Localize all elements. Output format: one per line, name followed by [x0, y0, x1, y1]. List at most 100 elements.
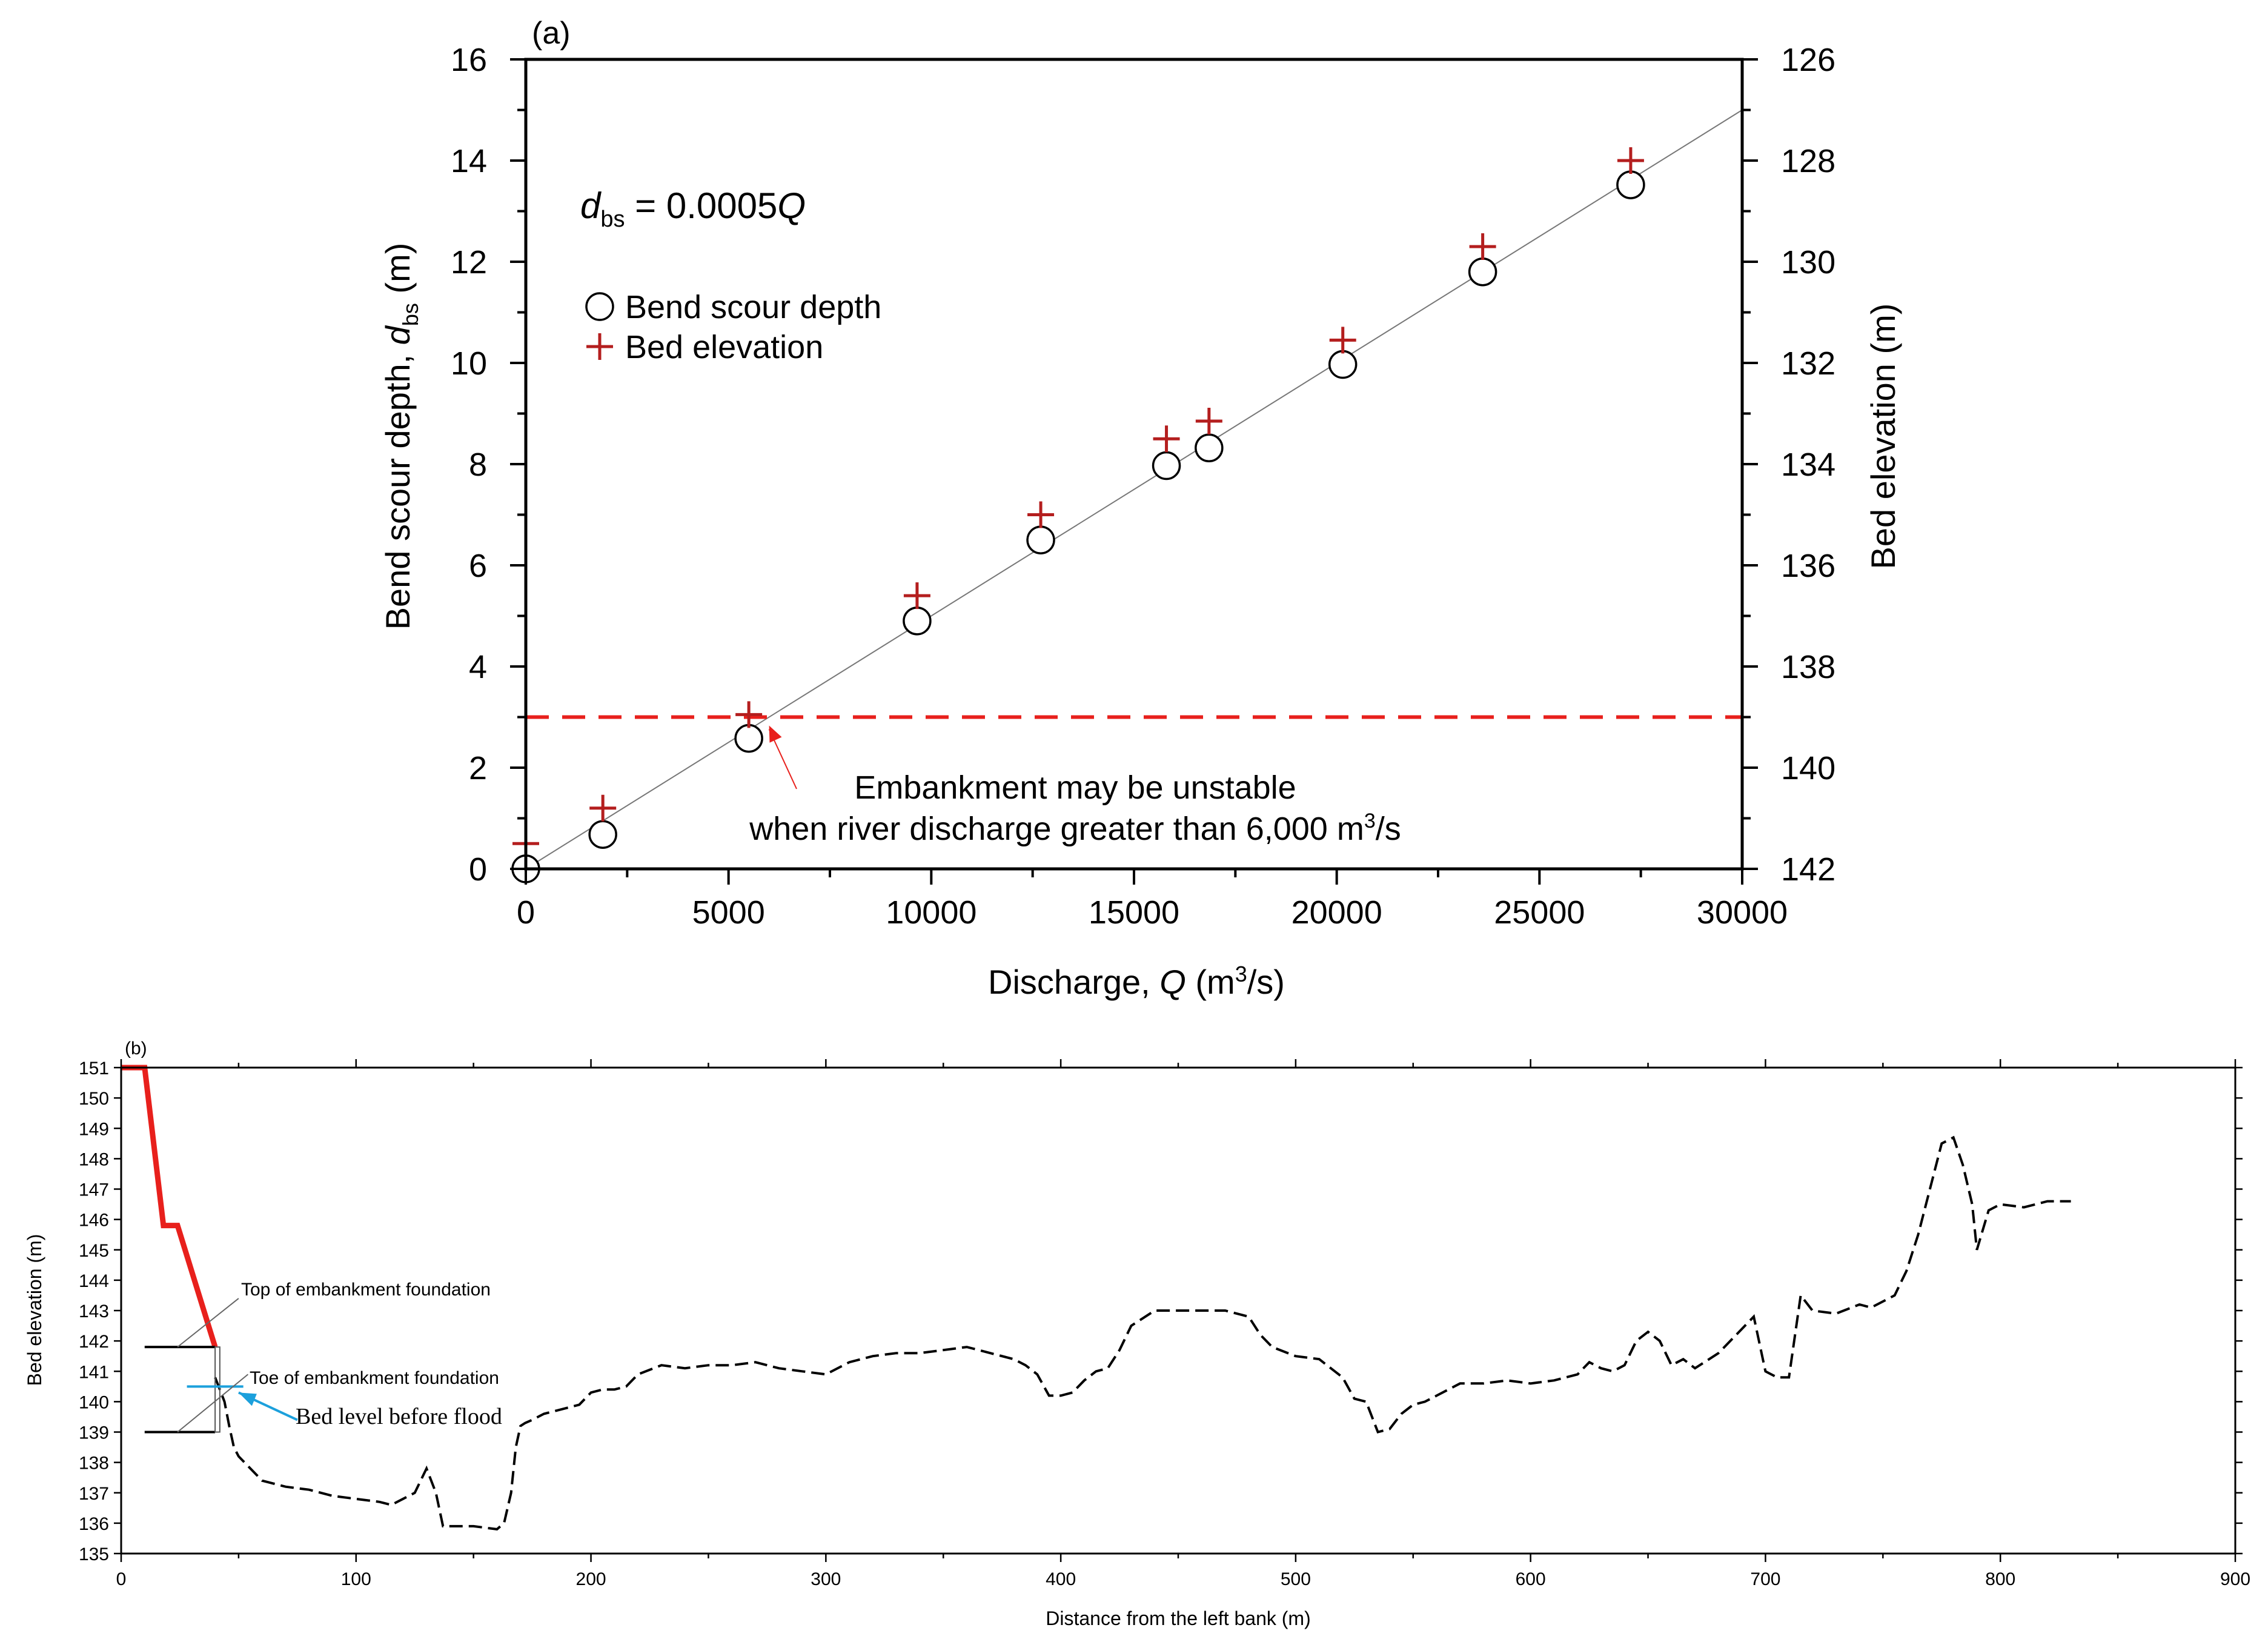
x-tick-label-a: 0 — [517, 894, 535, 931]
y2-tick-label-a: 132 — [1781, 345, 1835, 382]
annotation-line-1: Embankment may be unstable — [854, 769, 1296, 806]
y2-tick-label-a: 138 — [1781, 649, 1835, 685]
y-tick-label-a: 2 — [469, 750, 487, 786]
bed-elevation-point — [1153, 425, 1180, 453]
callout-leader-line — [177, 1374, 249, 1433]
legend-plus-marker — [586, 333, 613, 360]
x-tick-label-b: 800 — [1985, 1569, 2015, 1589]
bed-elevation-point — [1469, 233, 1496, 260]
callout-label: Top of embankment foundation — [241, 1280, 491, 1300]
y-tick-label-a: 8 — [469, 447, 487, 483]
scour-depth-point — [1026, 525, 1055, 554]
x-tick-label-b: 600 — [1516, 1569, 1546, 1589]
y2-tick-label-a: 130 — [1781, 244, 1835, 281]
x-tick-label-a: 10000 — [886, 894, 976, 931]
x-tick-label-a: 25000 — [1494, 894, 1585, 931]
callout-arrow-head — [238, 1392, 257, 1406]
callout-label: Toe of embankment foundation — [250, 1368, 499, 1388]
fit-line — [525, 109, 1743, 869]
x-axis-label-a: Discharge, Q (m3/s) — [988, 962, 1285, 1001]
annotation-arrow-head — [769, 725, 782, 743]
bed-elevation-point — [903, 582, 930, 610]
scour-depth-point — [734, 723, 763, 753]
x-tick-label-b: 900 — [2220, 1569, 2250, 1589]
y-tick-label-a: 14 — [451, 143, 487, 179]
bed-elevation-point — [735, 701, 763, 728]
y-tick-label-b: 138 — [79, 1454, 109, 1474]
y-tick-label-b: 139 — [79, 1423, 109, 1443]
legend-label-bed-elevation: Bed elevation — [625, 329, 823, 365]
y-tick-label-a: 6 — [469, 548, 487, 584]
legend-label-bend-scour: Bend scour depth — [625, 289, 881, 325]
x-tick-label-b: 100 — [341, 1569, 371, 1589]
y-tick-label-b: 140 — [79, 1392, 109, 1412]
y-tick-label-a: 12 — [451, 244, 487, 281]
y2-tick-label-a: 136 — [1781, 548, 1835, 584]
bed-elevation-point — [589, 794, 617, 822]
callout-leader-line — [177, 1298, 239, 1348]
y-tick-label-b: 143 — [79, 1301, 109, 1321]
legend-a: Bend scour depth Bed elevation — [585, 289, 881, 365]
scour-depth-point — [903, 607, 932, 636]
x-tick-label-b: 500 — [1281, 1569, 1311, 1589]
y2-tick-label-a: 134 — [1781, 447, 1835, 483]
scour-depth-point — [1616, 170, 1645, 199]
bed-elevation-point — [1195, 408, 1222, 435]
y-tick-label-b: 145 — [79, 1241, 109, 1261]
bed-elevation-point — [1027, 501, 1055, 528]
y2-axis-label-a: Bed elevation (m) — [1864, 304, 1902, 570]
callout-label: Bed level before flood — [296, 1404, 502, 1429]
x-tick-label-b: 200 — [576, 1569, 606, 1589]
scour-depth-point — [588, 820, 617, 849]
y-axis-label-a: Bend scour depth, dbs (m) — [379, 243, 423, 630]
y-tick-label-b: 150 — [79, 1089, 109, 1109]
fit-equation: dbs = 0.0005Q — [580, 185, 806, 232]
x-tick-label-a: 30000 — [1697, 894, 1788, 931]
y-tick-label-b: 141 — [79, 1362, 109, 1382]
embankment-line — [121, 1065, 218, 1348]
y2-tick-label-a: 142 — [1781, 851, 1835, 888]
y2-tick-label-a: 126 — [1781, 42, 1835, 78]
y-tick-label-b: 149 — [79, 1119, 109, 1139]
panel-a: 0 5000 10000 15000 20000 25000 30000 0 2 4 6 8 10 12 1… — [379, 16, 1902, 1001]
scour-depth-point — [1328, 350, 1358, 379]
y-axis-label-b: Bed elevation (m) — [24, 1234, 45, 1386]
scour-depth-point — [1468, 257, 1497, 287]
legend-circle-marker — [585, 292, 614, 321]
annotation-line-2: when river discharge greater than 6,000 … — [749, 809, 1401, 847]
y-tick-label-b: 151 — [79, 1059, 109, 1079]
panel-label-b: (b) — [125, 1039, 147, 1059]
x-tick-label-b: 400 — [1046, 1569, 1076, 1589]
x-tick-label-a: 5000 — [692, 894, 765, 931]
y-tick-label-b: 136 — [79, 1514, 109, 1534]
y-tick-label-b: 148 — [79, 1149, 109, 1169]
x-tick-label-b: 0 — [116, 1569, 127, 1589]
x-tick-label-a: 15000 — [1089, 894, 1179, 931]
bed-profile-line — [214, 1135, 2071, 1531]
panel-label-a: (a) — [532, 16, 571, 51]
scour-depth-point — [1152, 451, 1181, 480]
scour-depth-point — [1195, 433, 1224, 463]
y-tick-label-b: 146 — [79, 1211, 109, 1231]
x-tick-label-b: 300 — [811, 1569, 841, 1589]
x-tick-label-a: 20000 — [1292, 894, 1382, 931]
y-tick-label-a: 0 — [469, 851, 487, 888]
y-tick-label-a: 16 — [451, 42, 487, 78]
y2-tick-label-a: 128 — [1781, 143, 1835, 179]
y-tick-label-b: 144 — [79, 1271, 109, 1291]
y-tick-label-b: 147 — [79, 1180, 109, 1200]
y-tick-label-b: 137 — [79, 1484, 109, 1504]
plot-frame-a — [524, 58, 1744, 871]
bed-elevation-point — [1329, 327, 1356, 354]
panel-b: 0 100 200 300 400 500 600 700 800 900 135 136 137 138… — [24, 1039, 2250, 1629]
y-tick-label-a: 10 — [451, 345, 487, 382]
y-tick-label-b: 142 — [79, 1332, 109, 1352]
x-axis-label-b: Distance from the left bank (m) — [1046, 1607, 1310, 1629]
y-tick-label-b: 135 — [79, 1544, 109, 1564]
foundation-pile — [214, 1346, 220, 1433]
y2-tick-label-a: 140 — [1781, 750, 1835, 786]
bed-elevation-point — [1617, 147, 1644, 174]
y-tick-label-a: 4 — [469, 649, 487, 685]
x-tick-label-b: 700 — [1750, 1569, 1780, 1589]
